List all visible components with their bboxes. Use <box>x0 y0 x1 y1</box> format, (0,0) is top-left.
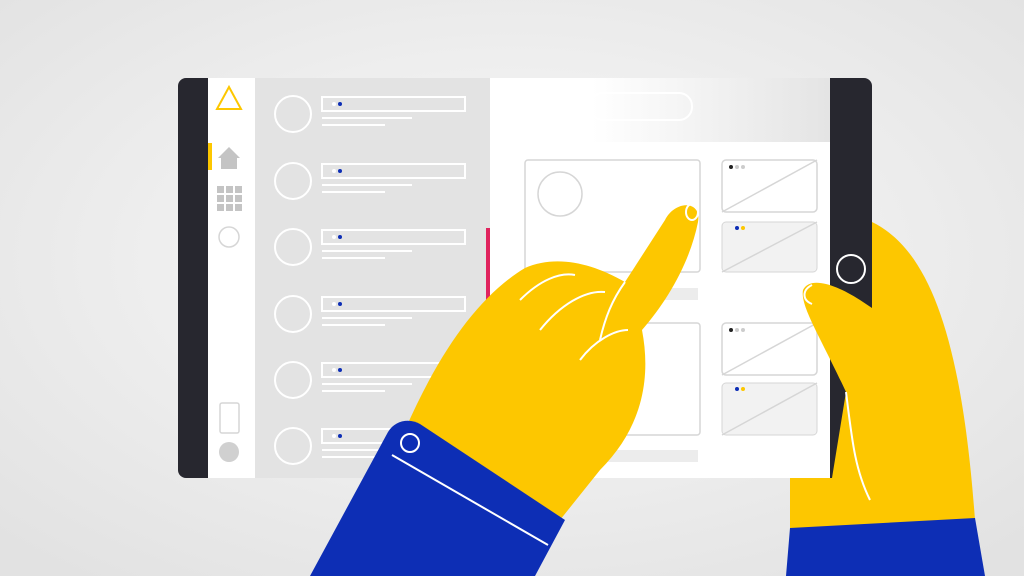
thumbnail <box>803 284 813 305</box>
list-item[interactable] <box>274 162 466 200</box>
cuff-button <box>400 433 420 453</box>
card[interactable] <box>524 159 701 273</box>
thumb[interactable] <box>721 322 818 376</box>
grid-icon[interactable] <box>217 186 242 211</box>
list-item[interactable] <box>274 295 466 333</box>
device-icon[interactable] <box>219 402 240 434</box>
thumb[interactable] <box>721 221 818 273</box>
finger-lines <box>519 203 699 361</box>
logo <box>215 84 243 110</box>
list-item[interactable] <box>274 228 466 266</box>
top-bar <box>490 78 830 142</box>
scroll-indicator <box>486 228 490 314</box>
right-sleeve <box>786 518 985 576</box>
avatar[interactable] <box>219 442 239 462</box>
hand-line <box>845 391 871 501</box>
sidebar <box>208 78 255 478</box>
left-sleeve <box>310 420 565 576</box>
thumb[interactable] <box>721 382 818 436</box>
search-pill <box>589 92 693 121</box>
left-hand <box>405 205 699 520</box>
circle-icon[interactable] <box>218 226 240 248</box>
home-icon[interactable] <box>218 147 240 169</box>
list-item[interactable] <box>274 95 466 133</box>
cuff-line <box>391 454 549 546</box>
home-button[interactable] <box>836 254 866 284</box>
thumb[interactable] <box>721 159 818 213</box>
active-indicator <box>208 143 212 170</box>
right-hand <box>790 222 975 530</box>
